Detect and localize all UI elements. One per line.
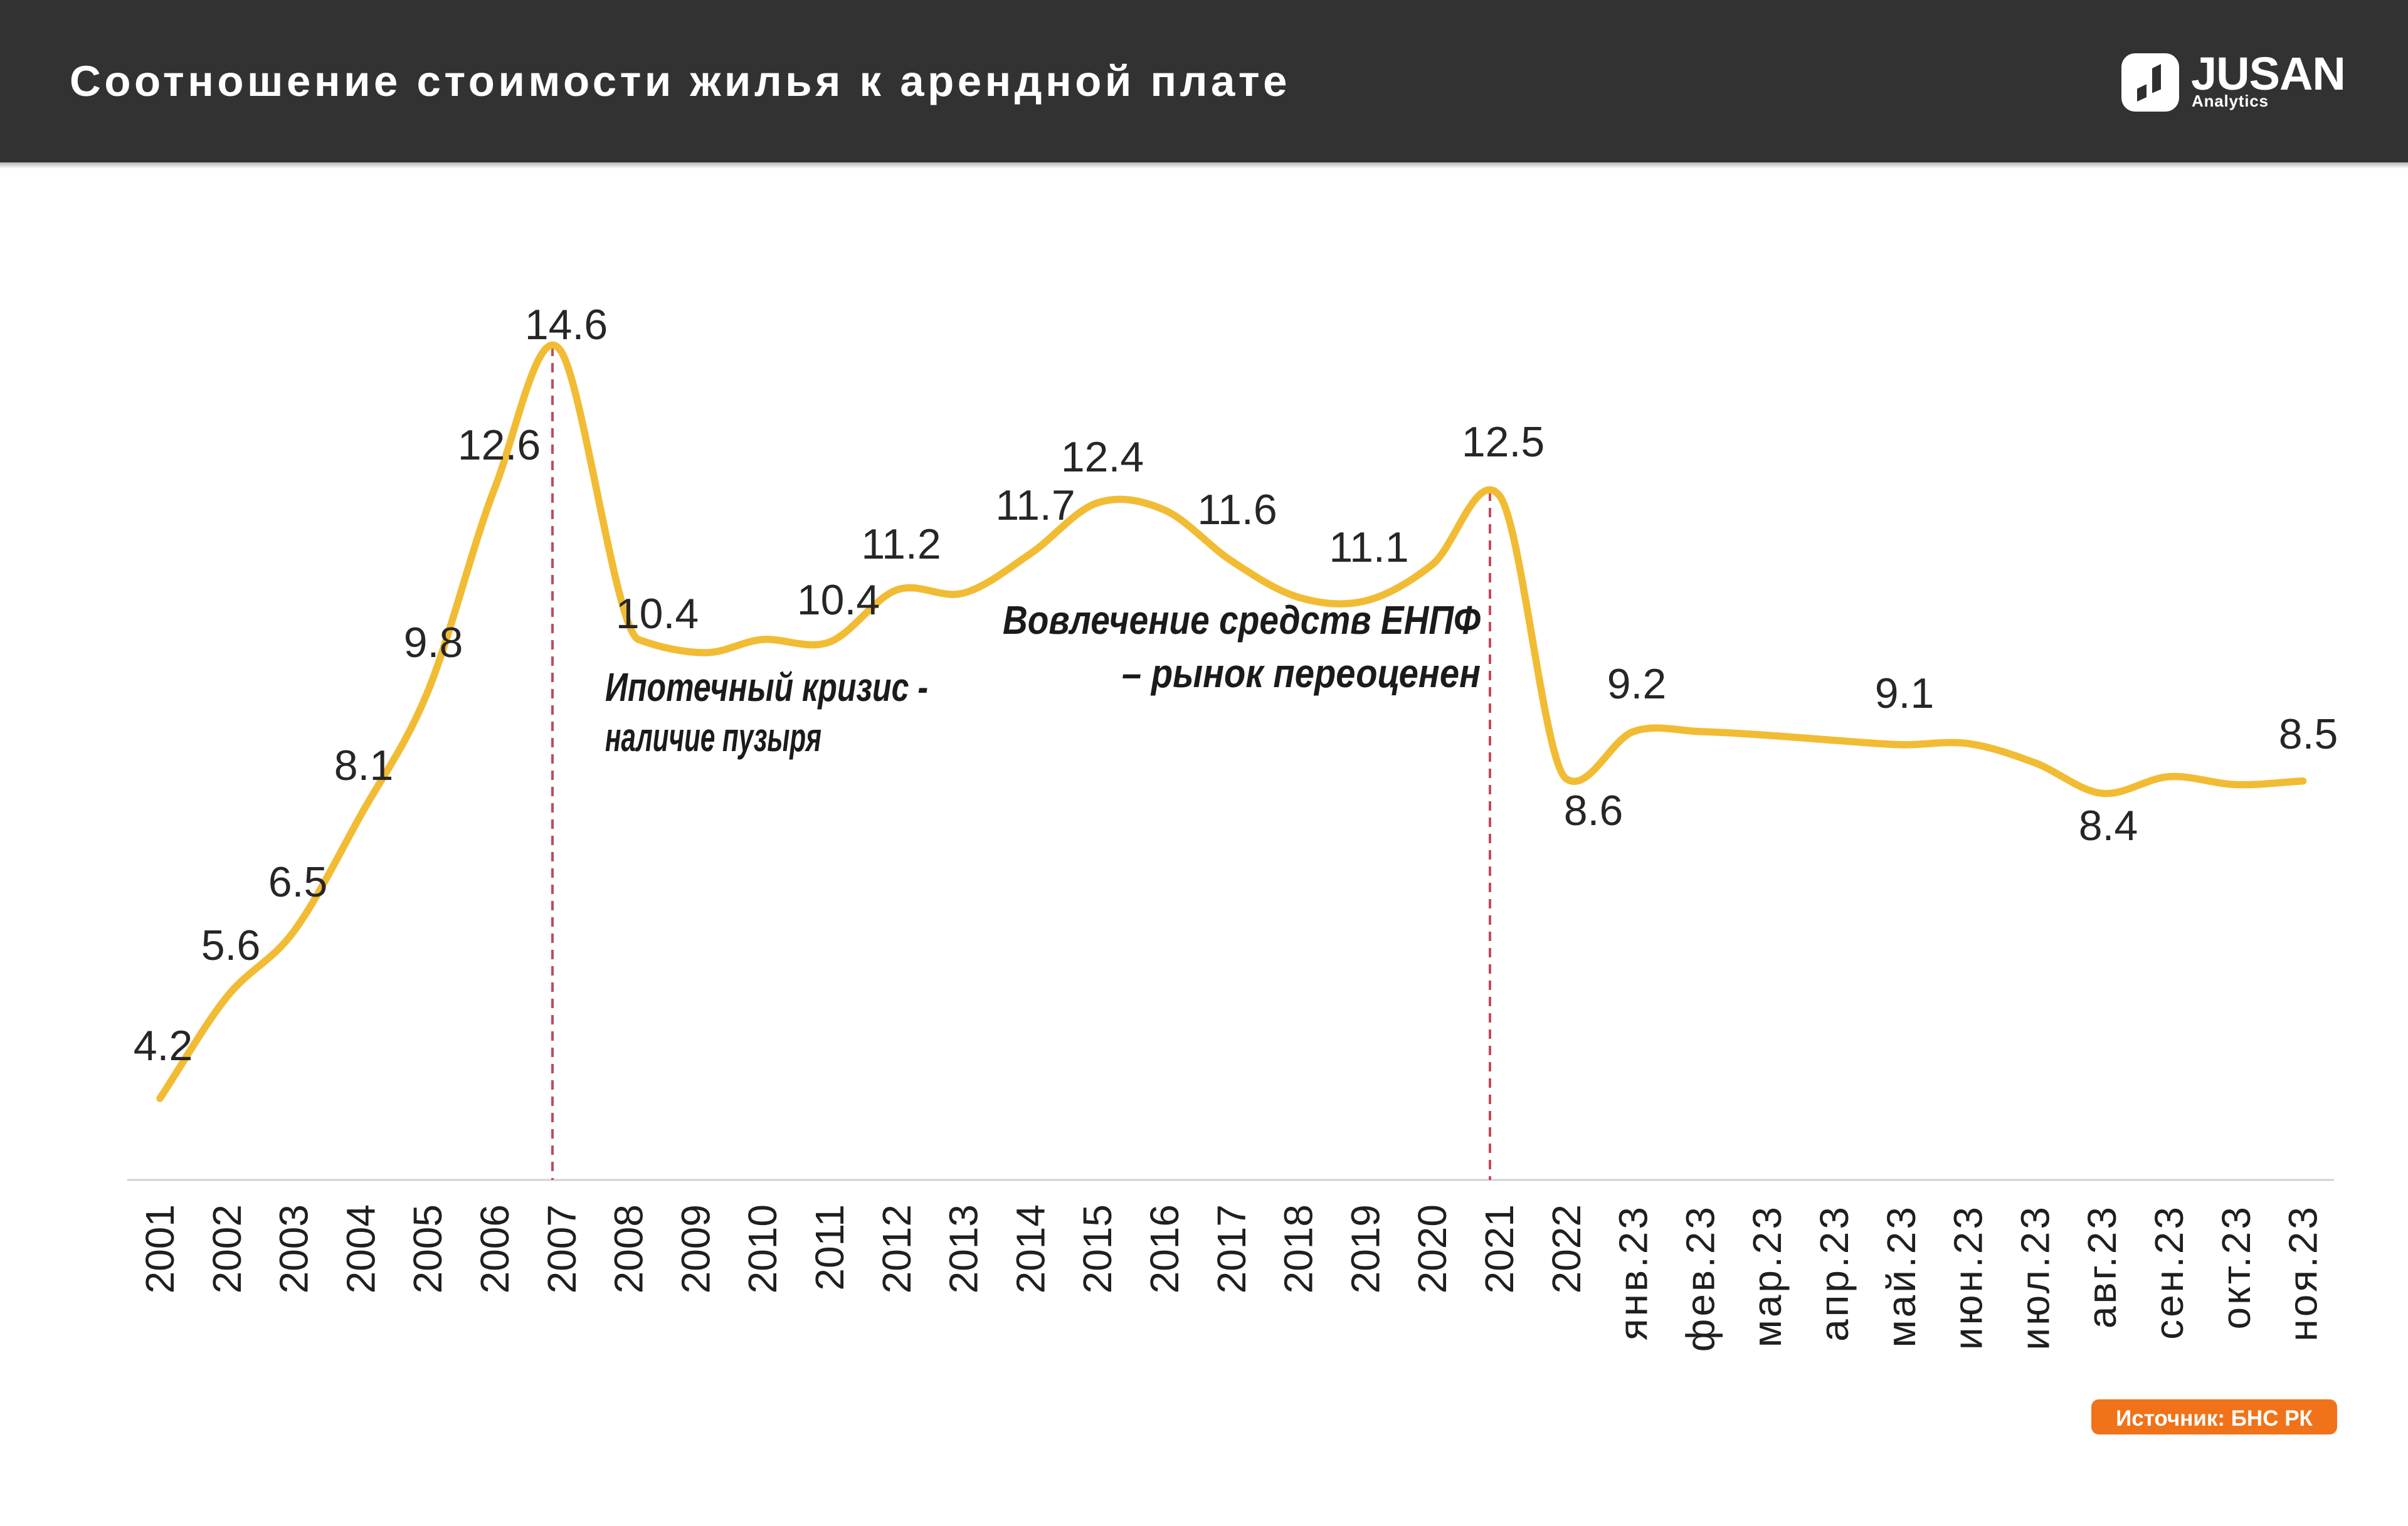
svg-text:Соотношение стоимости жилья к: Соотношение стоимости жилья к арендной п… [70,57,1291,105]
svg-text:12.5: 12.5 [1462,418,1545,466]
svg-text:2006: 2006 [472,1204,517,1293]
svg-text:2003: 2003 [272,1204,317,1293]
svg-text:2015: 2015 [1075,1204,1120,1293]
svg-text:11.2: 11.2 [861,520,941,568]
svg-text:ноя.23: ноя.23 [2281,1204,2326,1342]
svg-text:2019: 2019 [1343,1204,1388,1293]
svg-text:8.6: 8.6 [1564,787,1624,834]
svg-text:11.1: 11.1 [1329,524,1408,571]
svg-text:Analytics: Analytics [2192,92,2269,110]
svg-text:2022: 2022 [1544,1204,1589,1293]
svg-text:июл.23: июл.23 [2012,1204,2057,1350]
svg-text:– рынок переоценен: – рынок переоценен [1122,651,1481,696]
svg-text:2021: 2021 [1477,1204,1522,1293]
svg-text:мар.23: мар.23 [1745,1204,1790,1347]
svg-text:авг.23: авг.23 [2079,1204,2125,1329]
svg-text:июн.23: июн.23 [1946,1204,1991,1350]
svg-text:12.6: 12.6 [458,421,541,469]
svg-text:окт.23: окт.23 [2214,1204,2259,1330]
svg-text:11.7: 11.7 [995,481,1075,529]
svg-text:2001: 2001 [137,1204,182,1293]
svg-text:5.6: 5.6 [201,922,261,969]
svg-text:2007: 2007 [539,1204,584,1293]
svg-text:Ипотечный кризис -: Ипотечный кризис - [605,665,928,710]
svg-text:2005: 2005 [405,1204,450,1293]
svg-text:8.1: 8.1 [334,742,394,789]
svg-text:2014: 2014 [1008,1204,1053,1293]
svg-text:11.6: 11.6 [1197,486,1277,534]
svg-text:2002: 2002 [204,1204,250,1293]
svg-text:фев.23: фев.23 [1677,1204,1723,1352]
svg-text:2017: 2017 [1209,1204,1254,1293]
svg-text:апр.23: апр.23 [1812,1204,1857,1342]
svg-text:2004: 2004 [338,1204,383,1293]
svg-text:8.4: 8.4 [2079,802,2138,850]
svg-text:2018: 2018 [1276,1204,1321,1293]
svg-text:10.4: 10.4 [797,576,880,624]
svg-text:май.23: май.23 [1879,1204,1924,1347]
svg-text:JUSAN: JUSAN [2191,48,2345,100]
svg-text:14.6: 14.6 [525,301,608,349]
svg-text:2011: 2011 [807,1204,852,1291]
svg-text:4.2: 4.2 [134,1022,193,1070]
svg-text:янв.23: янв.23 [1611,1204,1656,1340]
svg-text:наличие пузыря: наличие пузыря [605,715,821,760]
svg-text:Источник: БНС РК: Источник: БНС РК [2116,1406,2313,1431]
svg-text:12.4: 12.4 [1061,433,1144,481]
svg-text:2016: 2016 [1142,1204,1187,1293]
svg-text:9.1: 9.1 [1875,670,1935,717]
svg-text:6.5: 6.5 [268,858,328,906]
svg-text:Вовлечение средств ЕНПФ: Вовлечение средств ЕНПФ [1003,597,1481,643]
svg-text:8.5: 8.5 [2279,710,2338,758]
svg-text:2010: 2010 [740,1204,785,1293]
svg-text:сен.23: сен.23 [2147,1204,2192,1340]
svg-text:9.2: 9.2 [1607,660,1667,708]
svg-text:2013: 2013 [941,1204,986,1293]
svg-text:9.8: 9.8 [404,619,463,666]
svg-text:10.4: 10.4 [616,590,699,638]
svg-text:2009: 2009 [673,1204,718,1293]
svg-text:2020: 2020 [1410,1204,1455,1293]
svg-text:2008: 2008 [606,1204,652,1293]
svg-text:2012: 2012 [874,1204,919,1293]
